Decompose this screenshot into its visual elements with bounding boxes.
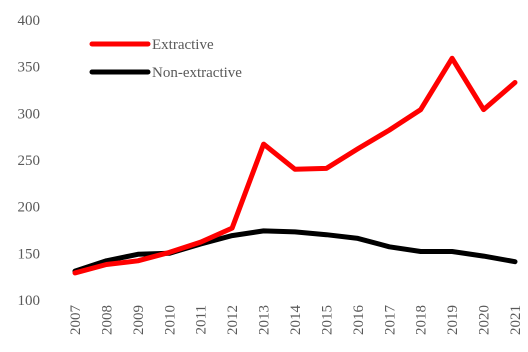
x-tick-label: 2015 [319, 305, 335, 335]
y-tick-label: 200 [18, 200, 41, 216]
x-tick-label: 2021 [508, 305, 524, 335]
x-tick-label: 2009 [131, 305, 147, 335]
y-tick-label: 300 [18, 106, 41, 122]
x-tick-label: 2010 [162, 305, 178, 335]
x-tick-label: 2018 [414, 305, 430, 335]
series-layer [72, 55, 518, 276]
x-tick-label: 2020 [477, 305, 493, 335]
y-tick-label: 100 [18, 293, 41, 309]
x-tick-label: 2016 [351, 305, 367, 336]
x-tick-label: 2014 [288, 305, 304, 336]
y-tick-label: 400 [18, 13, 41, 29]
y-tick-label: 250 [18, 153, 41, 169]
series-line-extractive [72, 55, 518, 276]
x-tick-label: 2012 [225, 305, 241, 335]
x-tick-label: 2013 [257, 305, 273, 335]
series-line-non-extractive [72, 228, 518, 274]
y-axis-ticks: 100 150 200 250 300 350 400 [18, 13, 41, 309]
legend: Extractive Non-extractive [89, 37, 242, 81]
y-tick-label: 150 [18, 246, 41, 262]
y-tick-label: 350 [18, 60, 41, 76]
x-tick-label: 2008 [99, 305, 115, 335]
legend-label-non-extractive: Non-extractive [152, 65, 242, 81]
x-tick-label: 2007 [68, 305, 84, 336]
x-tick-label: 2011 [194, 305, 210, 334]
x-axis-ticks: 2007 2008 2009 2010 2011 2012 2013 2014 2015 2016… [68, 305, 524, 336]
x-tick-label: 2019 [445, 305, 461, 335]
legend-label-extractive: Extractive [152, 37, 214, 53]
x-tick-label: 2017 [382, 305, 398, 336]
